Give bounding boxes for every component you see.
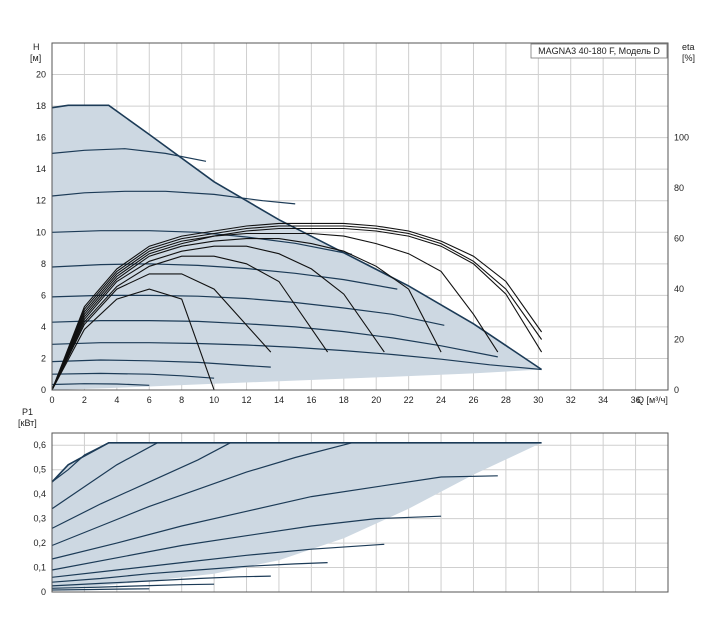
head-speed-curve-1 bbox=[51, 190, 296, 205]
chart-title-box bbox=[530, 43, 668, 59]
q-tick-label: 2 bbox=[82, 395, 87, 405]
head-axis-unit: [м] bbox=[30, 53, 41, 63]
efficiency-curve-8 bbox=[51, 222, 543, 391]
q-tick-label: 28 bbox=[501, 395, 511, 405]
q-tick-label: 22 bbox=[404, 395, 414, 405]
head-speed-curve-9 bbox=[51, 383, 150, 386]
efficiency-curve-0 bbox=[51, 288, 215, 391]
power-speed-curve-1 bbox=[51, 442, 158, 510]
head-tick-label: 16 bbox=[36, 133, 46, 143]
q-tick-label: 16 bbox=[306, 395, 316, 405]
head-speed-curve-2 bbox=[51, 230, 353, 255]
chart-title: MAGNA3 40-180 F, Модель D bbox=[538, 46, 660, 56]
power-speed-curve-0 bbox=[51, 442, 109, 483]
efficiency-curve-1 bbox=[51, 273, 272, 391]
eta-tick-label: 0 bbox=[674, 385, 679, 395]
power-axis-unit: [кВт] bbox=[18, 418, 37, 428]
efficiency-curve-7 bbox=[51, 225, 543, 391]
power-tick-label: 0,2 bbox=[33, 538, 46, 548]
efficiency-curve-3 bbox=[51, 245, 385, 391]
q-tick-label: 4 bbox=[114, 395, 119, 405]
head-operating-area bbox=[52, 105, 542, 391]
head-tick-label: 0 bbox=[41, 385, 46, 395]
power-speed-curve-7 bbox=[51, 562, 328, 583]
power-max-curve bbox=[51, 442, 542, 483]
head-speed-curve-6 bbox=[51, 342, 542, 371]
power-tick-label: 0,3 bbox=[33, 514, 46, 524]
power-speed-curve-8 bbox=[51, 575, 271, 587]
head-tick-label: 12 bbox=[36, 196, 46, 206]
power-tick-label: 0 bbox=[41, 587, 46, 597]
head-speed-curve-4 bbox=[51, 294, 445, 326]
power-tick-label: 0,4 bbox=[33, 489, 46, 499]
power-tick-label: 0,5 bbox=[33, 465, 46, 475]
head-tick-label: 20 bbox=[36, 70, 46, 80]
power-operating-area bbox=[52, 442, 542, 589]
power-tick-label: 0,1 bbox=[33, 563, 46, 573]
efficiency-curve-4 bbox=[51, 238, 442, 391]
head-tick-label: 18 bbox=[36, 101, 46, 111]
q-tick-label: 20 bbox=[371, 395, 381, 405]
eta-tick-label: 40 bbox=[674, 284, 684, 294]
eta-tick-label: 60 bbox=[674, 234, 684, 244]
efficiency-curve-2 bbox=[51, 255, 329, 391]
power-axis-label: P1 bbox=[22, 407, 33, 417]
power-speed-curve-2 bbox=[51, 442, 231, 529]
head-speed-curve-7 bbox=[51, 359, 271, 368]
power-speed-curve-4 bbox=[51, 475, 498, 560]
power-speed-curve-5 bbox=[51, 515, 442, 571]
q-tick-label: 30 bbox=[533, 395, 543, 405]
head-speed-curve-0 bbox=[51, 148, 207, 162]
power-tick-label: 0,6 bbox=[33, 440, 46, 450]
eta-axis-label: eta bbox=[682, 42, 695, 52]
head-speed-curve-8 bbox=[51, 372, 215, 379]
eta-tick-label: 100 bbox=[674, 133, 689, 143]
q-tick-label: 32 bbox=[566, 395, 576, 405]
head-tick-label: 6 bbox=[41, 290, 46, 300]
head-speed-curve-5 bbox=[51, 320, 498, 358]
efficiency-curve-6 bbox=[51, 227, 543, 391]
head-max-curve bbox=[51, 104, 543, 371]
q-tick-label: 12 bbox=[242, 395, 252, 405]
head-speed-curve-3 bbox=[51, 263, 398, 290]
q-tick-label: 24 bbox=[436, 395, 446, 405]
efficiency-curve-5 bbox=[51, 232, 499, 391]
power-speed-curve-10 bbox=[51, 588, 150, 591]
q-tick-label: 14 bbox=[274, 395, 284, 405]
eta-tick-label: 80 bbox=[674, 183, 684, 193]
q-tick-label: 8 bbox=[179, 395, 184, 405]
q-tick-label: 18 bbox=[339, 395, 349, 405]
head-tick-label: 4 bbox=[41, 322, 46, 332]
q-tick-label: 6 bbox=[147, 395, 152, 405]
q-tick-label: 36 bbox=[631, 395, 641, 405]
power-speed-curve-3 bbox=[51, 442, 353, 547]
head-tick-label: 14 bbox=[36, 164, 46, 174]
q-tick-label: 10 bbox=[209, 395, 219, 405]
eta-axis-unit: [%] bbox=[682, 53, 695, 63]
q-tick-label: 26 bbox=[468, 395, 478, 405]
head-axis-label: H bbox=[33, 42, 40, 52]
q-tick-label: 0 bbox=[49, 395, 54, 405]
power-speed-curve-6 bbox=[51, 543, 385, 578]
power-speed-curve-9 bbox=[51, 583, 215, 589]
eta-tick-label: 20 bbox=[674, 335, 684, 345]
head-tick-label: 2 bbox=[41, 353, 46, 363]
head-tick-label: 8 bbox=[41, 259, 46, 269]
q-tick-label: 34 bbox=[598, 395, 608, 405]
q-axis-label: Q [м³/ч] bbox=[637, 395, 668, 405]
head-tick-label: 10 bbox=[36, 227, 46, 237]
head-plot-frame bbox=[51, 42, 669, 391]
power-plot-frame bbox=[51, 432, 669, 593]
